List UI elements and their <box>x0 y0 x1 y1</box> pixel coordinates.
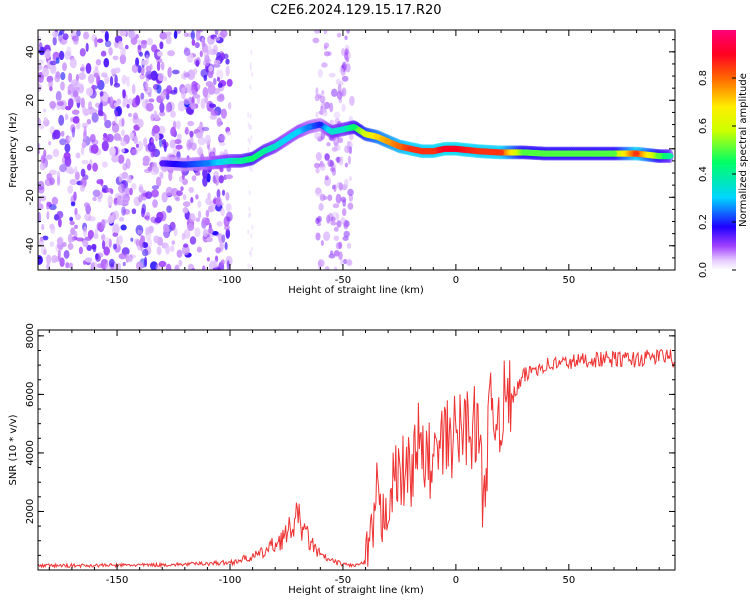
ridge-point <box>351 124 358 130</box>
snr-y-tick-label: 4000 <box>25 440 36 465</box>
ridge-point <box>588 151 595 156</box>
ridge-point <box>204 161 211 166</box>
colorbar-gradient <box>712 30 736 270</box>
colorbar-tick-label: 0.4 <box>698 166 709 182</box>
spectrogram-y-tick-label: 20 <box>25 94 36 107</box>
spectrogram-x-tick-label: 0 <box>453 275 459 286</box>
colorbar-tick-label: 0.6 <box>698 118 709 134</box>
ridge-point <box>294 129 301 134</box>
spectrogram-axes: -150 -100 -50 0 50 -40 -20 0 20 40 <box>25 30 675 286</box>
ridge-point <box>272 144 279 149</box>
snr-x-tick-label: -100 <box>219 575 242 586</box>
ridge-point <box>565 151 572 156</box>
ridge-point <box>385 139 392 144</box>
ridge-point <box>260 149 267 154</box>
ridge-point <box>667 153 674 159</box>
ridge-point <box>249 156 256 161</box>
ridge-point <box>317 122 324 127</box>
ridge-point <box>227 158 233 164</box>
colorbar-tick-label: 0.0 <box>698 262 709 278</box>
spectrogram-y-tick-label: 40 <box>25 45 36 58</box>
colorbar-tick-label: 0.8 <box>698 70 709 86</box>
snr-x-tick-label: 50 <box>562 575 575 586</box>
ridge-point <box>520 150 527 155</box>
ridge-point <box>362 132 369 137</box>
ridge-point <box>339 127 346 132</box>
colorbar: 0.0 0.2 0.4 0.6 0.8 Normalized spectral ampl… <box>698 30 749 278</box>
spectrogram-frame <box>37 29 676 271</box>
ridge-point <box>328 129 335 134</box>
ridge-point <box>611 151 617 156</box>
snr-frame <box>37 329 676 571</box>
colorbar-tick-label: 0.2 <box>698 214 709 230</box>
snr-x-tick-label: -50 <box>335 575 351 586</box>
spectrogram-y-tick-label: -40 <box>25 238 36 254</box>
snr-y-tick-label: 6000 <box>25 382 36 407</box>
ridge-point <box>407 146 414 151</box>
ridge-point <box>430 149 437 154</box>
spectrogram-ylabel: Frequency (Hz) <box>8 112 19 188</box>
spectrogram-ridge-layer <box>158 117 674 172</box>
colorbar-ticks: 0.0 0.2 0.4 0.6 0.8 <box>698 70 736 278</box>
colorbar-label: Normalized spectral amplitude <box>738 73 749 227</box>
ridge-point <box>475 149 482 154</box>
ridge-point <box>441 146 448 151</box>
spectrogram-y-tick-label: 0 <box>25 146 36 152</box>
snr-x-tick-label: -150 <box>106 575 129 586</box>
snr-y-tick-label: 2000 <box>25 499 36 524</box>
chart-title: C2E6.2024.129.15.17.R20 <box>270 3 441 18</box>
spectrogram-x-tick-label: -100 <box>219 275 242 286</box>
ridge-point <box>396 144 403 149</box>
ridge-point <box>656 153 663 159</box>
ridge-point <box>306 124 313 130</box>
spectrogram-y-tick-label: -20 <box>25 189 36 205</box>
ridge-point <box>159 161 166 166</box>
snr-x-tick-label: 0 <box>453 575 459 586</box>
ridge-point <box>633 151 640 156</box>
ridge-point <box>373 134 380 139</box>
ridge-point <box>181 162 188 167</box>
ridge-point <box>452 146 459 151</box>
snr-xlabel: Height of straight line (km) <box>288 585 424 596</box>
ridge-point <box>498 150 505 155</box>
ridge-point <box>543 151 550 156</box>
spectrogram-x-tick-label: -50 <box>335 275 351 286</box>
spectrogram-x-tick-label: -150 <box>106 275 129 286</box>
ridge-point <box>419 149 425 154</box>
spectrogram-panel: -150 -100 -50 0 50 -40 -20 0 20 40 Height of stra… <box>8 29 676 296</box>
snr-panel: -150 -100 -50 0 50 2000 4000 6000 8000 Height of… <box>8 323 676 596</box>
snr-axes: -150 -100 -50 0 50 2000 4000 6000 8000 <box>25 323 675 586</box>
snr-ylabel: SNR (10 * v/v) <box>8 414 19 485</box>
ridge-point <box>238 158 245 164</box>
snr-series-line <box>38 348 675 569</box>
snr-y-tick-label: 8000 <box>25 323 36 348</box>
snr-plot-area <box>38 330 675 570</box>
ridge-point <box>283 136 290 142</box>
spectrogram-xlabel: Height of straight line (km) <box>288 285 424 296</box>
spectrogram-x-tick-label: 50 <box>562 275 575 286</box>
